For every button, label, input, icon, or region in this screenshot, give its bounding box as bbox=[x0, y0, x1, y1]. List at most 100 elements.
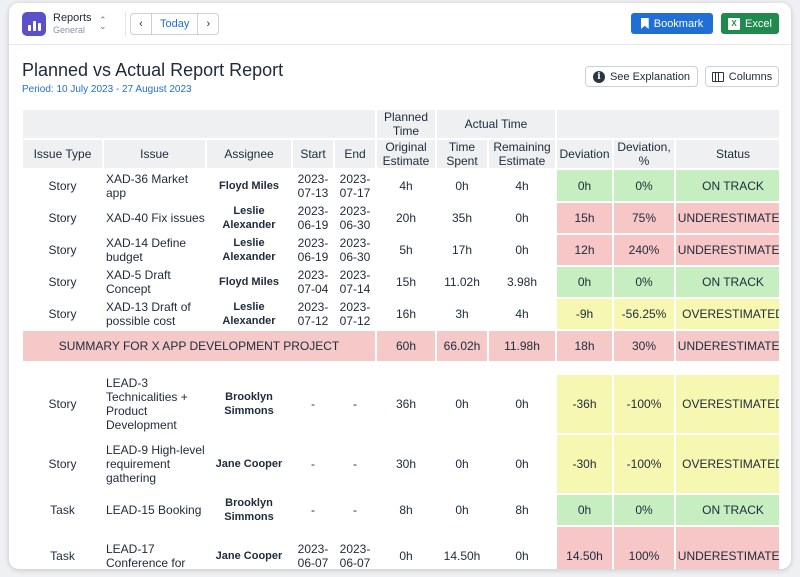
cell-deviation-pct: -100% bbox=[614, 375, 675, 433]
cell-original-estimate: 20h bbox=[395, 211, 417, 225]
app-name[interactable]: Reports bbox=[53, 12, 92, 24]
cell-issue[interactable]: LEAD-17 Conference for bbox=[106, 542, 186, 569]
cell-issue[interactable]: XAD-40 Fix issues bbox=[106, 211, 205, 225]
table-row[interactable]: Story XAD-14 Define budget Leslie Alexan… bbox=[23, 235, 779, 265]
col-status[interactable]: Status bbox=[676, 140, 779, 168]
summary-row: SUMMARY FOR X APP DEVELOPMENT PROJECT 60… bbox=[23, 331, 779, 361]
col-remaining-estimate[interactable]: Remaining Estimate bbox=[489, 140, 556, 168]
cell-issue-type: Story bbox=[48, 275, 77, 289]
col-original-estimate[interactable]: Original Estimate bbox=[377, 140, 435, 168]
info-icon: i bbox=[592, 70, 605, 83]
bookmark-label: Bookmark bbox=[653, 17, 704, 30]
cell-deviation: 0h bbox=[557, 267, 613, 297]
bookmark-button[interactable]: Bookmark bbox=[631, 13, 713, 34]
cell-deviation: 14.50h bbox=[557, 527, 613, 569]
table-row[interactable]: Story XAD-36 Market app Floyd Miles 2023… bbox=[23, 170, 779, 201]
cell-remaining-estimate: 4h bbox=[515, 178, 529, 193]
cell-start: 2023-07-04 bbox=[297, 268, 329, 296]
table-row[interactable]: Story XAD-13 Draft of possible cost Lesl… bbox=[23, 299, 779, 329]
cell-issue[interactable]: XAD-13 Draft of possible cost bbox=[106, 300, 191, 328]
cell-issue[interactable]: XAD-14 Define budget bbox=[106, 236, 187, 264]
group-spacer bbox=[23, 363, 779, 373]
cell-remaining-estimate: 0h bbox=[515, 211, 529, 225]
cell-start: 2023-07-13 bbox=[297, 171, 329, 200]
cell-deviation-pct: -56.25% bbox=[614, 299, 675, 329]
up-down-chevron-icon[interactable]: ⌃ ⌄ bbox=[99, 15, 107, 31]
table-row[interactable]: Task LEAD-15 Booking Brooklyn Simmons - … bbox=[23, 495, 779, 525]
summary-deviation: 18h bbox=[557, 331, 613, 361]
cell-deviation-pct: 100% bbox=[614, 527, 675, 569]
cell-start: - bbox=[311, 503, 315, 517]
cell-remaining-estimate: 0h bbox=[515, 549, 529, 563]
cell-issue-type: Story bbox=[48, 178, 77, 193]
cell-issue[interactable]: XAD-36 Market app bbox=[106, 171, 189, 200]
col-end[interactable]: End bbox=[335, 140, 375, 168]
cell-assignee: Brooklyn Simmons bbox=[224, 497, 274, 523]
col-issue-type[interactable]: Issue Type bbox=[23, 140, 102, 168]
cell-original-estimate: 36h bbox=[395, 397, 417, 411]
cell-assignee: Leslie Alexander bbox=[222, 301, 276, 327]
cell-original-estimate: 16h bbox=[395, 307, 417, 321]
today-button[interactable]: Today bbox=[151, 14, 199, 34]
col-assignee[interactable]: Assignee bbox=[207, 140, 291, 168]
cell-time-spent: 0h bbox=[455, 457, 469, 471]
col-issue[interactable]: Issue bbox=[104, 140, 205, 168]
table-row[interactable]: Story XAD-40 Fix issues Leslie Alexander… bbox=[23, 203, 779, 233]
excel-export-button[interactable]: X Excel bbox=[721, 13, 779, 34]
date-navigation: ‹ Today › bbox=[130, 13, 220, 35]
page-title: Planned vs Actual Report Report bbox=[22, 60, 284, 80]
cell-original-estimate: 5h bbox=[399, 243, 413, 257]
cell-assignee: Leslie Alexander bbox=[222, 237, 276, 263]
cell-remaining-estimate: 3.98h bbox=[506, 275, 538, 289]
cell-issue-type: Story bbox=[48, 307, 77, 321]
cell-start: 2023-06-19 bbox=[297, 236, 329, 264]
report-window: Reports General ⌃ ⌄ ‹ Today › Bookmark X … bbox=[9, 3, 791, 569]
see-explanation-button[interactable]: i See Explanation bbox=[585, 66, 698, 87]
summary-status: UNDERESTIMATED bbox=[676, 331, 779, 361]
bookmark-icon bbox=[640, 18, 649, 29]
cell-start: - bbox=[311, 457, 315, 471]
table-row[interactable]: Story LEAD-9 High-level requirement gath… bbox=[23, 435, 779, 493]
cell-time-spent: 17h bbox=[451, 243, 473, 257]
prev-period-button[interactable]: ‹ bbox=[139, 18, 143, 30]
report-table: Planned Time Actual Time Issue Type Issu… bbox=[23, 108, 779, 569]
cell-end: 2023-07-12 bbox=[339, 300, 371, 328]
summary-label: SUMMARY FOR X APP DEVELOPMENT PROJECT bbox=[23, 331, 375, 361]
cell-original-estimate: 8h bbox=[399, 503, 413, 517]
cell-assignee: Floyd Miles bbox=[219, 179, 279, 192]
report-period: Period: 10 July 2023 - 27 August 2023 bbox=[22, 84, 192, 95]
cell-original-estimate: 0h bbox=[399, 549, 413, 563]
cell-original-estimate: 30h bbox=[395, 457, 417, 471]
cell-deviation: -36h bbox=[557, 375, 613, 433]
cell-start: 2023-07-12 bbox=[297, 300, 329, 328]
table-body: Story XAD-36 Market app Floyd Miles 2023… bbox=[23, 170, 779, 569]
table-row[interactable]: Task LEAD-17 Conference for Jane Cooper … bbox=[23, 527, 779, 569]
col-start[interactable]: Start bbox=[293, 140, 333, 168]
table-row[interactable]: Story XAD-5 Draft Concept Floyd Miles 20… bbox=[23, 267, 779, 297]
cell-deviation-pct: 0% bbox=[614, 267, 675, 297]
cell-issue-type: Story bbox=[48, 397, 77, 411]
reports-app-icon[interactable] bbox=[22, 12, 46, 36]
cell-status: OVERESTIMATED bbox=[676, 375, 779, 433]
report-table-container[interactable]: Planned Time Actual Time Issue Type Issu… bbox=[23, 108, 779, 569]
col-deviation[interactable]: Deviation bbox=[557, 140, 613, 168]
next-period-button[interactable]: › bbox=[206, 18, 211, 30]
cell-issue[interactable]: LEAD-3 Technicalities + Product Developm… bbox=[106, 376, 188, 432]
cell-deviation: 0h bbox=[557, 495, 613, 525]
cell-deviation-pct: 240% bbox=[614, 235, 675, 265]
cell-start: 2023-06-19 bbox=[297, 204, 329, 232]
cell-status: UNDERESTIMATED bbox=[676, 527, 779, 569]
col-deviation-pct[interactable]: Deviation, % bbox=[614, 140, 675, 168]
cell-issue[interactable]: XAD-5 Draft Concept bbox=[106, 268, 171, 296]
summary-remaining-estimate: 11.98h bbox=[489, 331, 556, 361]
cell-issue[interactable]: LEAD-9 High-level requirement gathering bbox=[106, 443, 205, 485]
cell-issue[interactable]: LEAD-15 Booking bbox=[106, 503, 202, 517]
table-row[interactable]: Story LEAD-3 Technicalities + Product De… bbox=[23, 375, 779, 433]
cell-end: 2023-06-07 bbox=[339, 542, 371, 569]
cell-start: 2023-06-07 bbox=[297, 542, 329, 569]
columns-button[interactable]: Columns bbox=[705, 66, 779, 87]
cell-status: OVERESTIMATED bbox=[676, 435, 779, 493]
cell-start: - bbox=[311, 397, 315, 411]
header-spacer bbox=[23, 110, 375, 138]
col-time-spent[interactable]: Time Spent bbox=[437, 140, 487, 168]
